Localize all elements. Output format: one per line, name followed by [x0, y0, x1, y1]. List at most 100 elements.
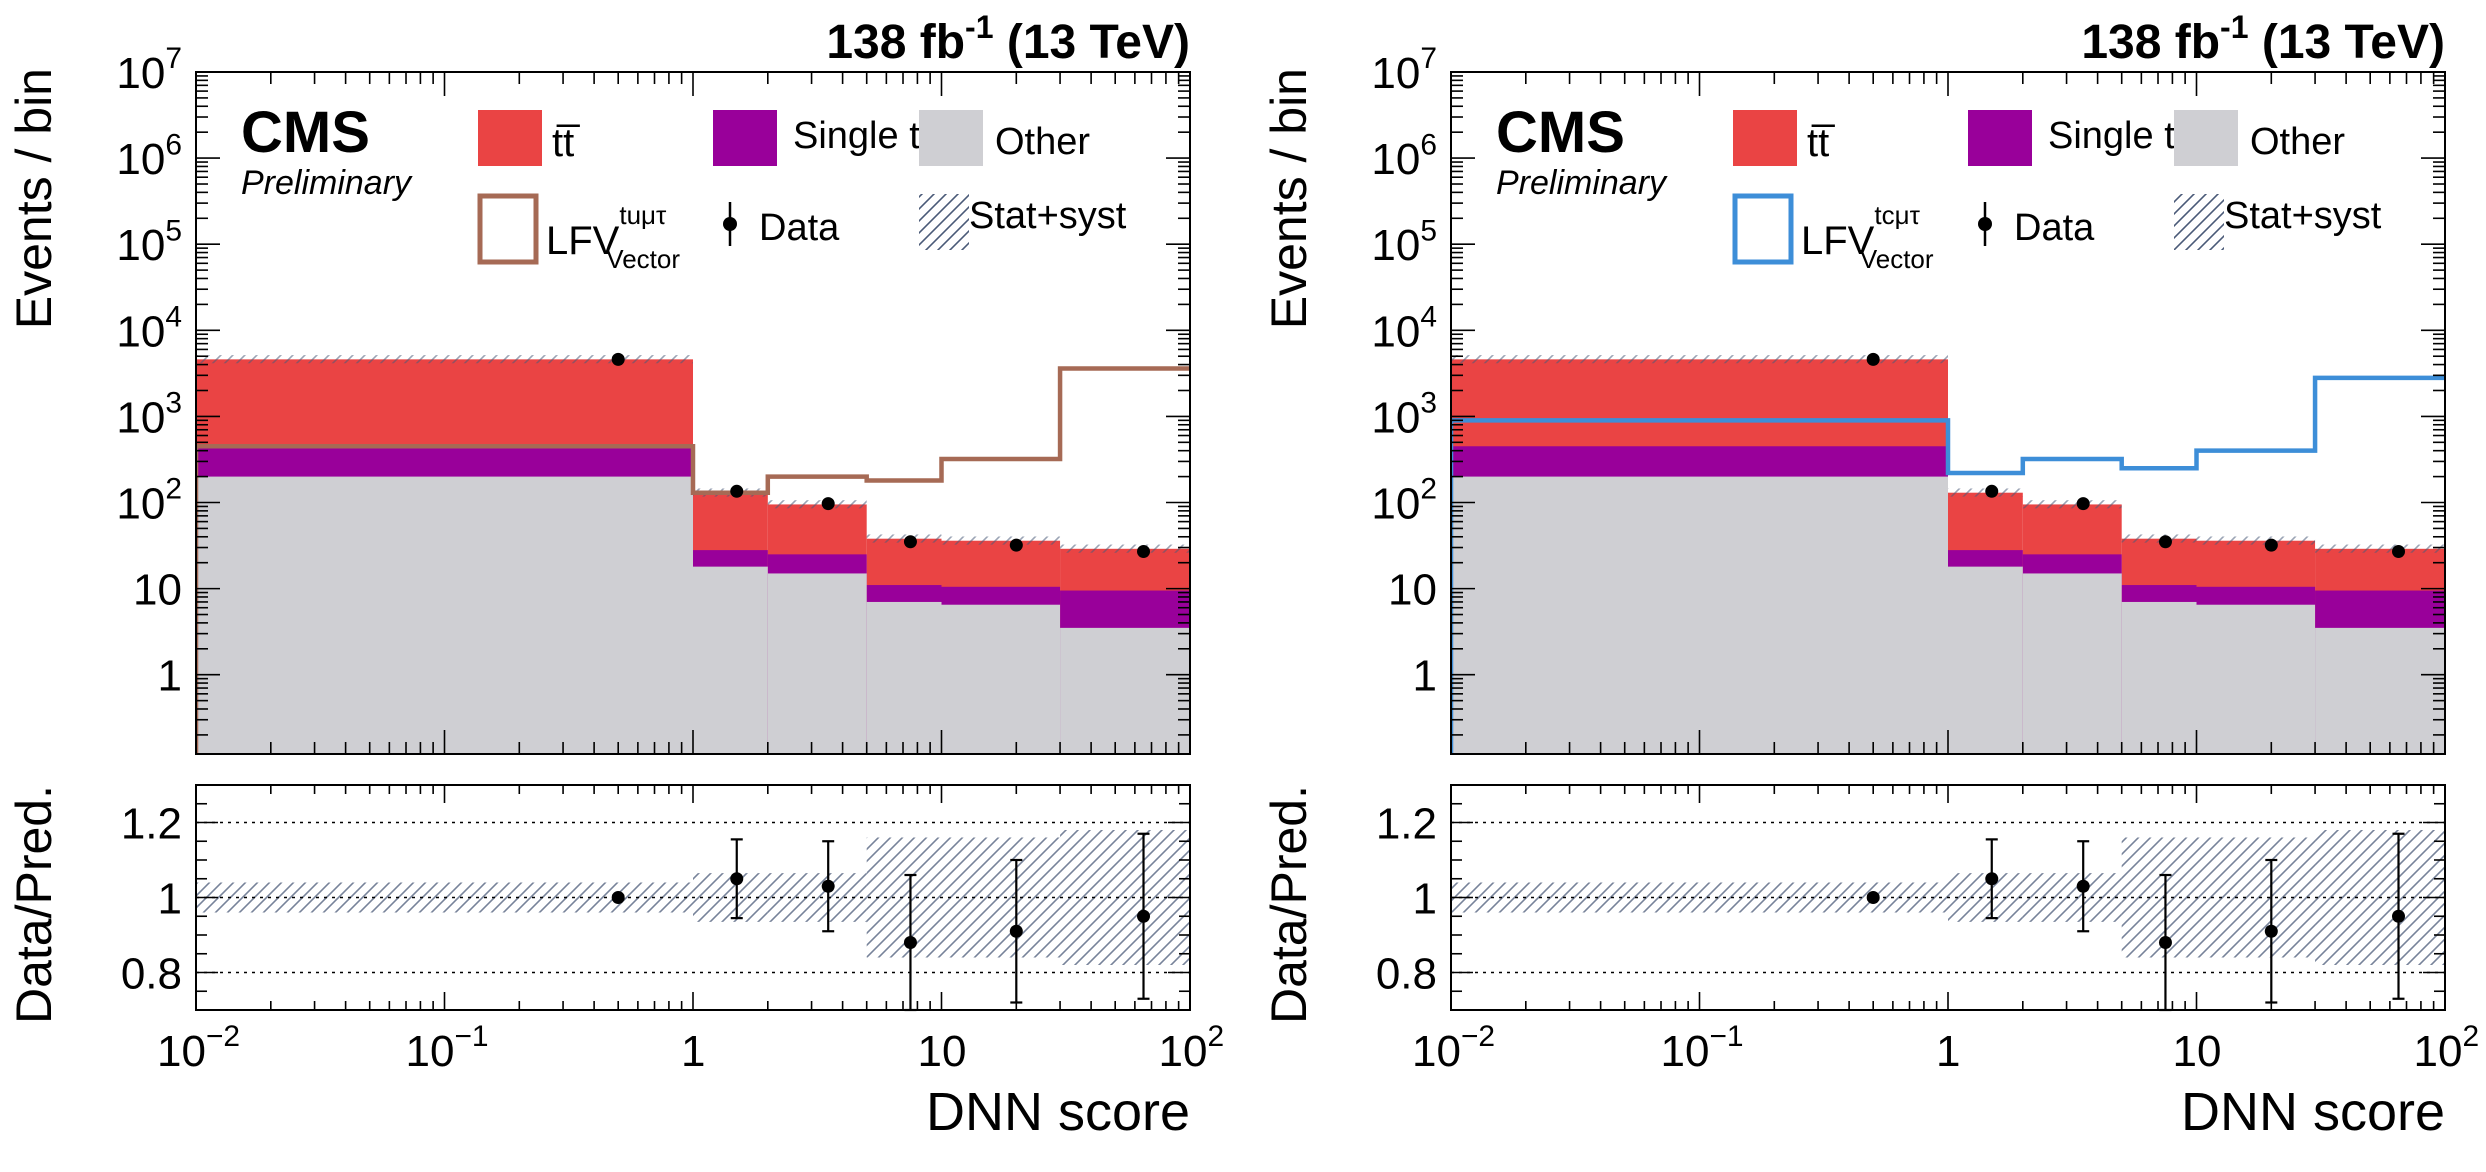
ratio-band-4: [2196, 837, 2316, 958]
stack-bar-other-1: [1948, 566, 2023, 754]
y-tick-label-6: 106: [116, 128, 182, 184]
y-tick-label-3: 103: [116, 387, 182, 443]
y-tick-label-4-base: 10: [1371, 307, 1420, 356]
x-tick-label-0-base: 10: [1412, 1027, 1461, 1076]
y-tick-label-2: 102: [1371, 473, 1437, 529]
y-tick-label-0: 1: [158, 652, 182, 701]
y-tick-label-5-exp: 5: [165, 214, 182, 247]
main-pad: [1451, 355, 2445, 754]
x-tick-label-0: 10−2: [1412, 1020, 1495, 1076]
ratio-point-2: [821, 879, 835, 893]
ratio-y-tick-label-2: 1.2: [121, 800, 182, 849]
y-tick-label-7: 107: [116, 42, 182, 98]
legend-unc-swatch: [2174, 194, 2224, 250]
x-axis-title: DNN score: [2181, 1082, 2445, 1142]
legend-signal-label: LFVtuμτ Vector: [546, 200, 680, 274]
data-point-1: [1985, 484, 1999, 498]
ratio-point-4: [2264, 924, 2278, 938]
stack-bar-other-0: [196, 476, 693, 754]
ratio-band-4: [941, 837, 1061, 958]
data-point-0: [1866, 352, 1880, 366]
energy-label: (13 TeV): [2249, 16, 2446, 69]
y-tick-label-3: 103: [1371, 387, 1437, 443]
y-axis-title: Events / bin: [6, 68, 62, 329]
legend-data-marker: [723, 217, 737, 231]
x-tick-label-3-base: 10: [918, 1027, 967, 1076]
y-tick-label-5: 105: [116, 214, 182, 270]
legend-signal-swatch: [1732, 193, 1794, 265]
x-tick-label-1-base: 10: [1661, 1027, 1710, 1076]
y-tick-label-0: 1: [1413, 652, 1437, 701]
legend-other-label: Other: [2250, 121, 2345, 163]
x-tick-label-2: 1: [681, 1027, 705, 1076]
y-tick-label-4: 104: [116, 301, 182, 357]
energy-label: (13 TeV): [994, 16, 1191, 69]
x-tick-label-0: 10−2: [157, 1020, 240, 1076]
y-tick-label-1-base: 10: [133, 566, 182, 615]
ratio-y-axis-title: Data/Pred.: [6, 785, 62, 1024]
stack-bar-other-3: [866, 601, 942, 754]
ratio-y-tick-label-0: 0.8: [121, 950, 182, 999]
stack-bar-other-0: [1451, 476, 1948, 754]
x-tick-label-4-base: 10: [1159, 1027, 1208, 1076]
legend-signal-label: LFVtcμτ Vector: [1801, 200, 1934, 274]
data-point-2: [821, 497, 835, 511]
x-tick-label-4-base: 10: [2414, 1027, 2463, 1076]
unc-band-2: [767, 500, 867, 509]
lumi-exp: -1: [2220, 9, 2248, 45]
x-tick-label-2-base: 1: [1936, 1027, 1960, 1076]
unc-band-4: [941, 536, 1061, 545]
experiment-label: CMS: [241, 100, 370, 165]
y-tick-label-7-base: 10: [1371, 49, 1420, 98]
y-axis-title: Events / bin: [1261, 68, 1317, 329]
data-point-5: [1137, 544, 1151, 558]
legend-signal-sub: Vector: [606, 244, 680, 274]
legend-other-label: Other: [995, 121, 1090, 163]
data-point-0: [611, 352, 625, 366]
legend-unc-label: Stat+syst: [969, 195, 1127, 237]
y-tick-label-5-base: 10: [1371, 221, 1420, 270]
y-tick-label-7-exp: 7: [165, 42, 182, 75]
legend-signal-main: LFV: [546, 219, 620, 263]
x-tick-label-4: 102: [2414, 1020, 2480, 1076]
x-tick-label-4-exp: 2: [1207, 1020, 1224, 1053]
legend-ttbar-bar: t̅: [556, 121, 580, 165]
lumi-label: 138 fb-1 (13 TeV): [2081, 9, 2445, 69]
ratio-point-3: [2158, 936, 2172, 949]
y-tick-label-2-base: 10: [116, 480, 165, 529]
y-tick-label-6-exp: 6: [1420, 128, 1437, 161]
main-pad: [196, 355, 1190, 754]
unc-band-5: [1060, 544, 1190, 553]
y-tick-label-5: 105: [1371, 214, 1437, 270]
y-tick-label-4-exp: 4: [1420, 301, 1437, 334]
unc-band-3: [2121, 534, 2197, 543]
unc-band-5: [2315, 544, 2445, 553]
stack-bar-other-4: [941, 604, 1061, 754]
y-tick-label-6-base: 10: [116, 135, 165, 184]
x-tick-label-3: 10: [2173, 1027, 2222, 1076]
data-point-5: [2392, 544, 2406, 558]
data-point-3: [903, 535, 917, 549]
x-tick-label-1: 10−1: [406, 1020, 489, 1076]
legend-other-swatch: [919, 110, 983, 166]
ratio-point-0: [1866, 891, 1880, 904]
y-tick-label-5-exp: 5: [1420, 214, 1437, 247]
stack-bar-other-2: [767, 573, 867, 754]
legend-unc-label: Stat+syst: [2224, 195, 2382, 237]
y-tick-label-6-base: 10: [1371, 135, 1420, 184]
legend-single-t-swatch: [1968, 110, 2032, 166]
ratio-y-tick-label-1: 1: [1413, 875, 1437, 924]
unc-band-3: [866, 534, 942, 543]
legend-single-t-label: Single t: [2048, 115, 2175, 157]
x-tick-label-2-base: 1: [681, 1027, 705, 1076]
legend-ttbar-swatch: [478, 110, 542, 166]
y-tick-label-4-exp: 4: [165, 301, 182, 334]
legend-data-marker: [1978, 217, 1992, 231]
y-tick-label-2-exp: 2: [1420, 473, 1437, 506]
unc-band-0: [196, 355, 693, 364]
signal-line: [196, 366, 1190, 754]
ratio-point-0: [611, 891, 625, 904]
stack-bar-other-1: [693, 566, 768, 754]
y-tick-label-1: 10: [133, 566, 182, 615]
